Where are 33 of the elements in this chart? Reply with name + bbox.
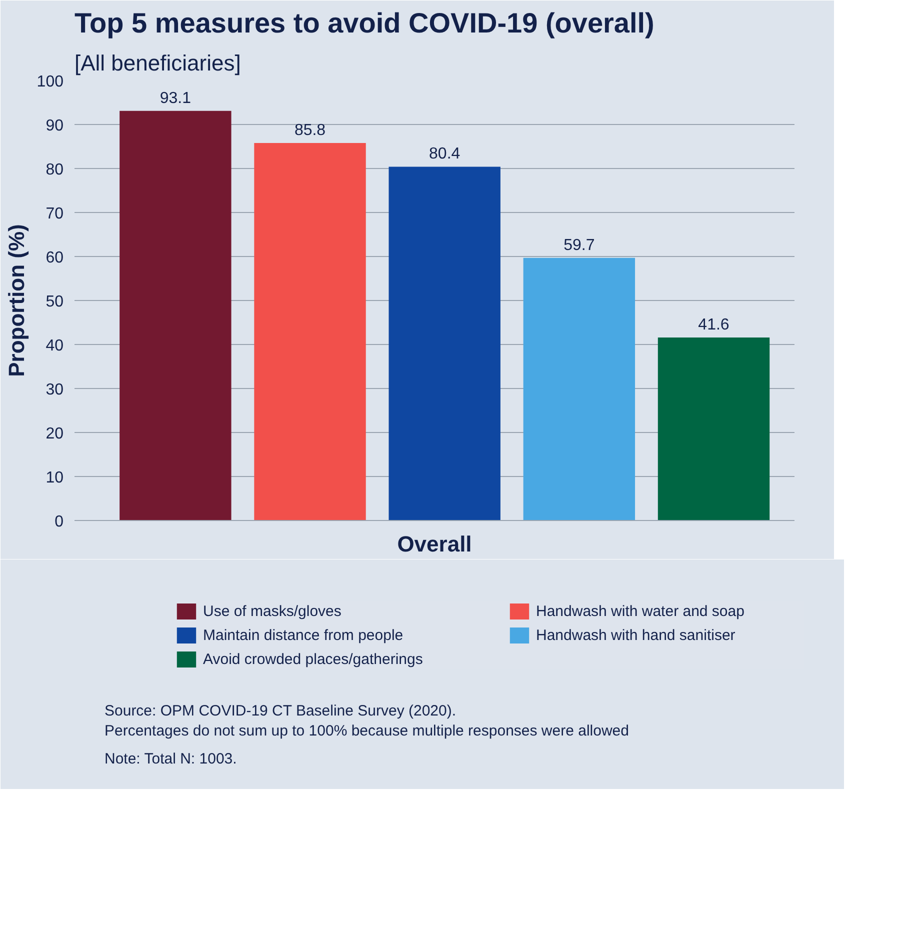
bar bbox=[254, 142, 366, 520]
legend-label: Avoid crowded places/gatherings bbox=[203, 650, 424, 668]
bar bbox=[523, 258, 636, 520]
data-label: 93.1 bbox=[160, 90, 192, 107]
legend-label: Use of masks/gloves bbox=[203, 602, 342, 620]
data-label: 80.4 bbox=[429, 146, 460, 163]
text: Percentages do not sum up to 100% because multiple responses were allowed bbox=[104, 722, 629, 740]
y-tick-label: 30 bbox=[46, 382, 64, 398]
chart-title: Top 5 measures to avoid COVID-19 (overall) bbox=[74, 8, 654, 38]
data-label: 59.7 bbox=[564, 236, 595, 254]
y-tick-label: 50 bbox=[46, 294, 64, 310]
y-tick-label: 60 bbox=[46, 250, 64, 266]
text: Note: Total N: 1003. bbox=[104, 750, 237, 768]
bar bbox=[658, 337, 770, 520]
legend-label: Handwash with hand sanitiser bbox=[536, 626, 736, 644]
source-note: Source: OPM COVID-19 CT Baseline Survey (2020). bbox=[104, 702, 456, 720]
y-axis-title: Proportion (%) bbox=[4, 224, 29, 377]
legend-label: Handwash with water and soap bbox=[536, 602, 746, 620]
y-tick-label: 10 bbox=[46, 470, 64, 486]
y-tick-label: 20 bbox=[46, 426, 64, 442]
y-tick-label: 40 bbox=[46, 338, 64, 354]
y-tick-label: 70 bbox=[46, 206, 64, 222]
legend-label: Maintain distance from people bbox=[203, 626, 404, 644]
y-tick-label: 90 bbox=[46, 118, 64, 134]
y-tick-label: 0 bbox=[54, 514, 64, 530]
chart-subtitle: [All beneficiaries] bbox=[74, 50, 241, 76]
bar bbox=[120, 110, 232, 520]
data-label: 41.6 bbox=[698, 316, 730, 334]
y-tick-label: 100 bbox=[36, 74, 64, 90]
x-axis-title: Overall bbox=[397, 532, 472, 556]
y-tick-label: 80 bbox=[46, 162, 64, 178]
bar bbox=[388, 166, 500, 520]
data-label: 85.8 bbox=[294, 122, 326, 139]
